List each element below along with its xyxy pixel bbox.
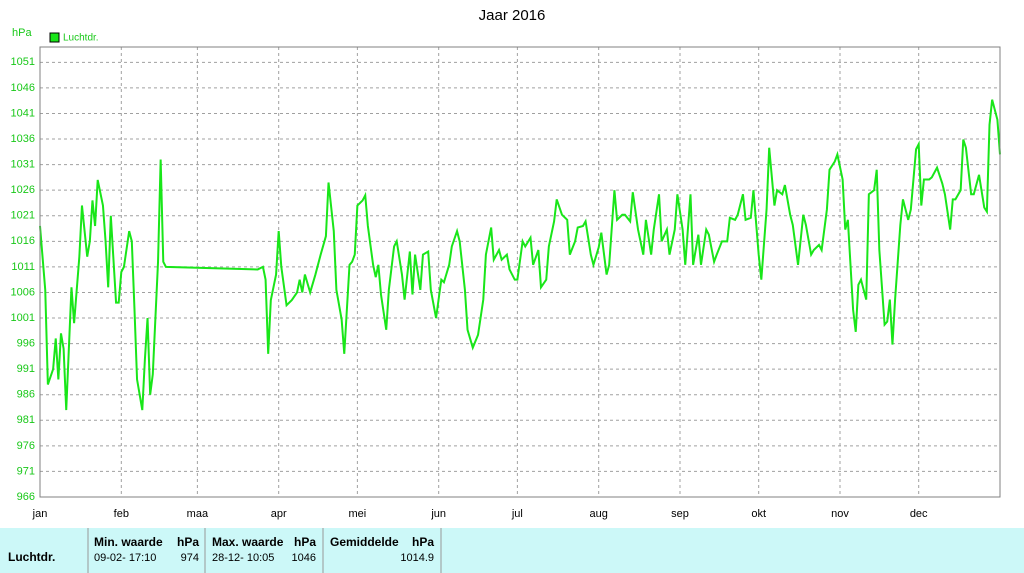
y-tick-label: 996 <box>17 337 35 349</box>
x-tick-label: okt <box>751 508 766 520</box>
legend-swatch <box>49 32 60 43</box>
x-tick-label: apr <box>271 508 287 520</box>
y-tick-label: 1021 <box>11 210 35 222</box>
y-tick-label: 986 <box>17 389 35 401</box>
table-header: hPa <box>412 535 434 549</box>
table-cell: 974 <box>181 552 199 564</box>
table-header: Gemiddelde <box>330 535 399 549</box>
y-tick-label: 1041 <box>11 107 35 119</box>
y-tick-label: 1016 <box>11 235 35 247</box>
x-tick-label: nov <box>831 508 849 520</box>
x-tick-label: mei <box>349 508 367 520</box>
table-background <box>0 528 1024 573</box>
plot-border <box>39 46 1001 498</box>
y-tick-label: 1001 <box>11 312 35 324</box>
table-cell: 1046 <box>292 552 316 564</box>
table-header: Min. waarde <box>94 535 163 549</box>
x-tick-label: jun <box>430 508 446 520</box>
chart-title: Jaar 2016 <box>479 7 546 24</box>
y-tick-label: 971 <box>17 465 35 477</box>
line <box>39 99 1001 411</box>
row-label: Luchtdr. <box>8 550 55 564</box>
y-tick-label: 991 <box>17 363 35 375</box>
x-tick-label: dec <box>910 508 928 520</box>
y-tick-label: 976 <box>17 440 35 452</box>
x-tick-label: feb <box>114 508 129 520</box>
table-header: Max. waarde <box>212 535 284 549</box>
y-tick-label: 1011 <box>11 261 35 273</box>
table-cell: 1014.9 <box>400 552 434 564</box>
table-header: hPa <box>294 535 316 549</box>
y-tick-label: 1046 <box>11 82 35 94</box>
y-tick-label: 1031 <box>11 159 35 171</box>
x-tick-label: aug <box>590 508 608 520</box>
table-cell: 28-12- 10:05 <box>212 552 274 564</box>
y-tick-label: 966 <box>17 491 35 503</box>
y-tick-label: 1006 <box>11 286 35 298</box>
y-tick-label: 981 <box>17 414 35 426</box>
y-axis-label: hPa <box>12 27 32 39</box>
y-tick-label: 1036 <box>11 133 35 145</box>
x-tick-label: jan <box>32 508 48 520</box>
legend-label: Luchtdr. <box>63 33 99 44</box>
x-tick-label: sep <box>671 508 689 520</box>
x-tick-label: maa <box>187 508 209 520</box>
x-tick-label: jul <box>511 508 523 520</box>
y-tick-label: 1026 <box>11 184 35 196</box>
table-cell: 09-02- 17:10 <box>94 552 156 564</box>
y-tick-label: 1051 <box>11 56 35 68</box>
plot-area <box>39 46 1001 498</box>
table-header: hPa <box>177 535 199 549</box>
